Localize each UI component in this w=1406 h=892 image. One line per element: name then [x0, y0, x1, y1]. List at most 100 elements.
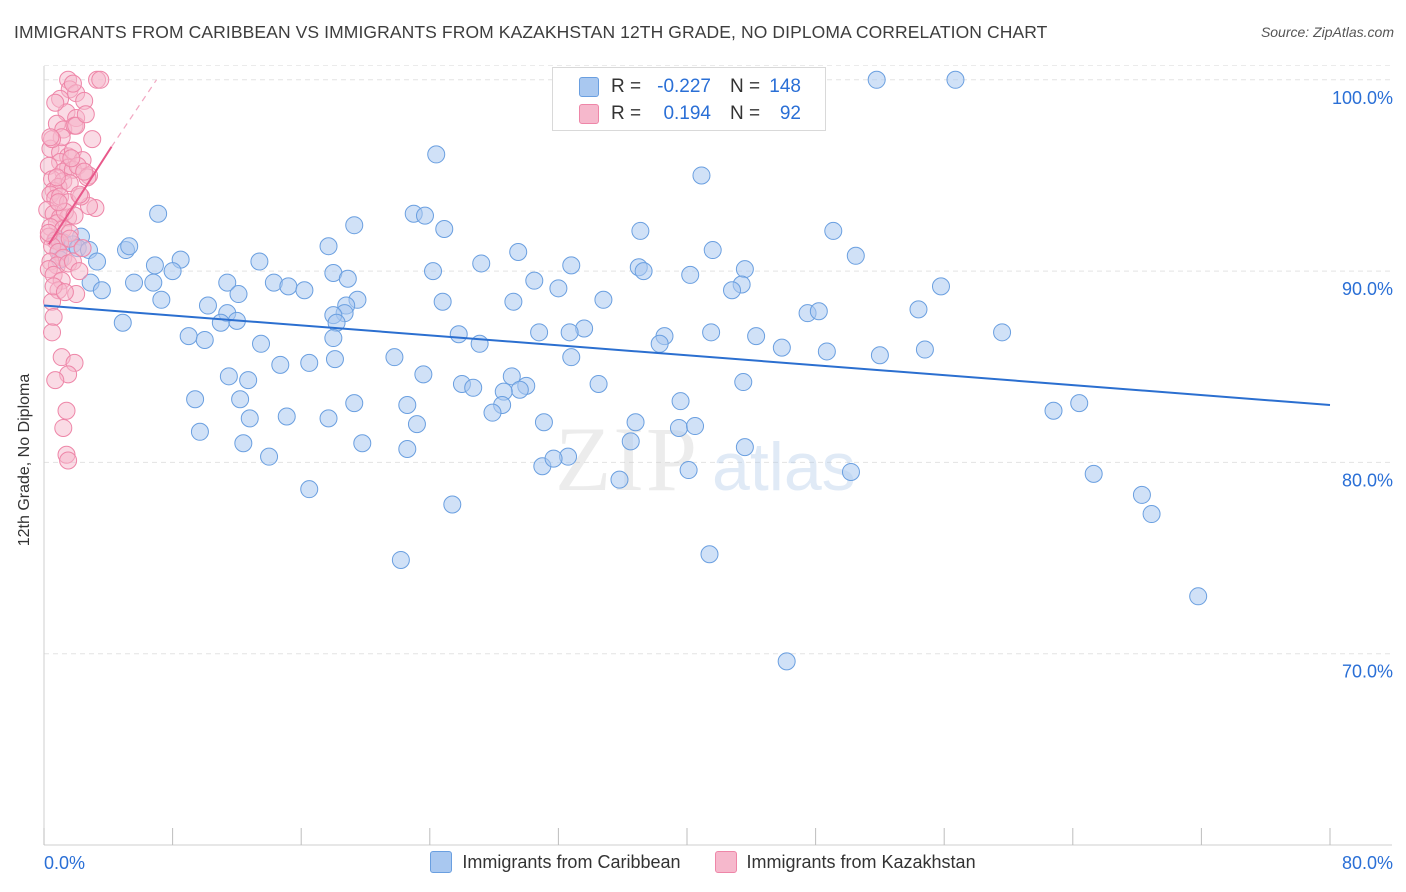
data-point-caribbean [179, 327, 198, 346]
data-point-caribbean [692, 166, 711, 185]
data-point-kazakhstan [62, 149, 81, 168]
data-point-kazakhstan [47, 168, 66, 187]
data-point-caribbean [626, 413, 645, 432]
data-point-kazakhstan [91, 70, 110, 89]
data-point-caribbean [679, 461, 698, 480]
data-point-caribbean [234, 434, 253, 453]
data-point-caribbean [631, 221, 650, 240]
data-point-caribbean [145, 256, 164, 275]
data-point-caribbean [300, 353, 319, 372]
data-point-caribbean [502, 367, 521, 386]
trend-line-kazakhstan [47, 146, 113, 245]
data-point-caribbean [433, 292, 452, 311]
data-point-caribbean [295, 281, 314, 300]
watermark: ZIP atlas [555, 408, 856, 510]
data-point-caribbean [385, 348, 404, 367]
data-point-caribbean [239, 371, 258, 390]
data-point-kazakhstan [70, 262, 89, 281]
data-point-caribbean [634, 262, 653, 281]
data-point-caribbean [325, 350, 344, 369]
data-point-caribbean [260, 447, 279, 466]
data-point-caribbean [686, 417, 705, 436]
legend-item-caribbean[interactable]: Immigrants from Caribbean [430, 851, 681, 873]
data-point-caribbean [809, 302, 828, 321]
data-point-caribbean [120, 237, 139, 256]
data-point-caribbean [589, 374, 608, 393]
legend-swatch-kazakhstan [714, 851, 737, 873]
data-point-caribbean [92, 281, 111, 300]
data-point-caribbean [534, 413, 553, 432]
data-point-caribbean [190, 422, 209, 441]
grid-lines [44, 64, 1392, 655]
data-point-caribbean [195, 330, 214, 349]
data-point-caribbean [549, 279, 568, 298]
data-point-caribbean [211, 313, 230, 332]
data-point-caribbean [1189, 587, 1208, 606]
data-point-caribbean [509, 242, 528, 261]
data-point-kazakhstan [73, 239, 92, 258]
legend-label-kazakhstan: Immigrants from Kazakhstan [746, 851, 976, 872]
data-point-kazakhstan [46, 371, 65, 390]
data-point-caribbean [702, 323, 721, 342]
stats-r-label: R = [611, 103, 642, 124]
data-point-caribbean [530, 323, 549, 342]
legend-label-caribbean: Immigrants from Caribbean [462, 851, 681, 872]
data-point-kazakhstan [54, 418, 73, 437]
data-point-caribbean [345, 394, 364, 413]
data-point-caribbean [504, 292, 523, 311]
data-point-kazakhstan [83, 130, 102, 149]
trend-line-kazakhstan-extension [111, 79, 158, 148]
data-point-caribbean [218, 273, 237, 292]
data-point-caribbean [1084, 464, 1103, 483]
stats-n-value-caribbean: 148 [769, 76, 801, 97]
data-point-caribbean [650, 334, 669, 353]
data-point-caribbean [271, 355, 290, 374]
tick-labels: 70.0% 80.0% 90.0% 100.0% 0.0% 80.0% [44, 88, 1393, 873]
data-point-caribbean [319, 409, 338, 428]
data-point-caribbean [993, 323, 1012, 342]
data-point-caribbean [324, 329, 343, 348]
data-point-caribbean [1142, 505, 1161, 524]
data-point-caribbean [931, 277, 950, 296]
data-point-caribbean [735, 438, 754, 457]
data-point-caribbean [723, 281, 742, 300]
data-point-caribbean [250, 252, 269, 271]
data-point-caribbean [681, 265, 700, 284]
data-point-caribbean [562, 348, 581, 367]
data-point-caribbean [415, 206, 434, 225]
data-point-caribbean [240, 409, 259, 428]
data-point-kazakhstan [76, 105, 95, 124]
x-tick-label: 80.0% [1342, 853, 1393, 873]
legend-item-kazakhstan[interactable]: Immigrants from Kazakhstan [714, 851, 976, 873]
data-point-caribbean [198, 296, 217, 315]
data-point-caribbean [186, 390, 205, 409]
y-tick-label: 90.0% [1342, 279, 1393, 299]
data-point-caribbean [671, 392, 690, 411]
data-point-caribbean [472, 254, 491, 273]
data-point-caribbean [464, 378, 483, 397]
data-point-caribbean [562, 256, 581, 275]
data-point-caribbean [149, 204, 168, 223]
data-point-caribbean [621, 432, 640, 451]
data-point-caribbean [510, 380, 529, 399]
series-kazakhstan [38, 70, 110, 470]
data-point-caribbean [345, 216, 364, 235]
data-point-kazakhstan [44, 308, 63, 327]
data-point-kazakhstan [63, 74, 82, 93]
data-point-kazakhstan [49, 193, 68, 212]
data-point-caribbean [398, 396, 417, 415]
data-point-caribbean [449, 325, 468, 344]
data-point-caribbean [846, 246, 865, 265]
data-point-kazakhstan [60, 229, 79, 248]
data-point-caribbean [747, 327, 766, 346]
stats-n-label: N = [730, 103, 761, 124]
data-point-caribbean [125, 273, 144, 292]
data-point-caribbean [338, 269, 357, 288]
data-point-caribbean [772, 338, 791, 357]
data-point-caribbean [435, 220, 454, 239]
data-point-caribbean [88, 252, 107, 271]
trend-line-caribbean [43, 304, 1331, 407]
data-point-kazakhstan [67, 116, 86, 135]
data-point-caribbean [1132, 485, 1151, 504]
stats-row-kazakhstan: R = 0.194 N = 92 [553, 101, 825, 127]
